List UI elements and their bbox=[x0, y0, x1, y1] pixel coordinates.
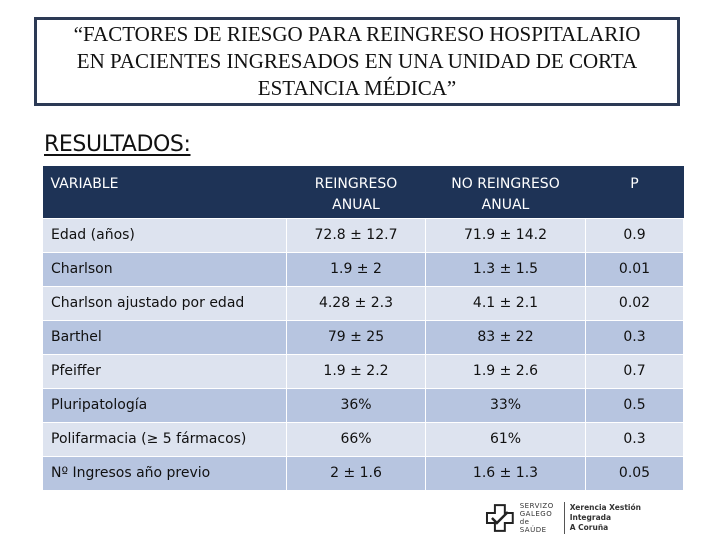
reingreso-value: 36% bbox=[286, 387, 426, 423]
table-row: Charlson ajustado por edad 4.28 ± 2.3 4.… bbox=[42, 285, 684, 321]
reingreso-value: 72.8 ± 12.7 bbox=[286, 217, 426, 253]
table-row: Nº Ingresos año previo 2 ± 1.6 1.6 ± 1.3… bbox=[42, 455, 684, 491]
header-variable: VARIABLE bbox=[42, 166, 287, 218]
results-table: VARIABLE REINGRESO ANUAL NO REINGRESO AN… bbox=[42, 166, 684, 491]
header-no-reingreso: NO REINGRESO ANUAL bbox=[425, 166, 586, 218]
p-value: 0.5 bbox=[585, 387, 684, 423]
no-reingreso-value: 71.9 ± 14.2 bbox=[425, 217, 586, 253]
section-heading: RESULTADOS: bbox=[44, 132, 191, 157]
no-reingreso-value: 33% bbox=[425, 387, 586, 423]
no-reingreso-value: 61% bbox=[425, 421, 586, 457]
table-row: Polifarmacia (≥ 5 fármacos) 66% 61% 0.3 bbox=[42, 421, 684, 457]
p-value: 0.02 bbox=[585, 285, 684, 321]
logo-main-text: SERVIZO GALEGO de SAÚDE bbox=[520, 502, 565, 534]
table-header-row: VARIABLE REINGRESO ANUAL NO REINGRESO AN… bbox=[42, 166, 684, 218]
row-label: Polifarmacia (≥ 5 fármacos) bbox=[42, 421, 287, 457]
row-label: Nº Ingresos año previo bbox=[42, 455, 287, 491]
header-p: P bbox=[585, 166, 684, 218]
row-label: Pfeiffer bbox=[42, 353, 287, 389]
table-row: Pluripatología 36% 33% 0.5 bbox=[42, 387, 684, 423]
header-reingreso: REINGRESO ANUAL bbox=[286, 166, 426, 218]
table-row: Charlson 1.9 ± 2 1.3 ± 1.5 0.01 bbox=[42, 251, 684, 287]
no-reingreso-value: 4.1 ± 2.1 bbox=[425, 285, 586, 321]
no-reingreso-value: 1.9 ± 2.6 bbox=[425, 353, 586, 389]
logo-sub-text: Xerencia Xestión Integrada A Coruña bbox=[569, 503, 641, 532]
no-reingreso-value: 83 ± 22 bbox=[425, 319, 586, 355]
table-row: Barthel 79 ± 25 83 ± 22 0.3 bbox=[42, 319, 684, 355]
p-value: 0.3 bbox=[585, 421, 684, 457]
p-value: 0.05 bbox=[585, 455, 684, 491]
reingreso-value: 2 ± 1.6 bbox=[286, 455, 426, 491]
table-row: Pfeiffer 1.9 ± 2.2 1.9 ± 2.6 0.7 bbox=[42, 353, 684, 389]
reingreso-value: 1.9 ± 2.2 bbox=[286, 353, 426, 389]
organization-logo: SERVIZO GALEGO de SAÚDE Xerencia Xestión… bbox=[484, 500, 684, 536]
no-reingreso-value: 1.6 ± 1.3 bbox=[425, 455, 586, 491]
reingreso-value: 4.28 ± 2.3 bbox=[286, 285, 426, 321]
row-label: Charlson bbox=[42, 251, 287, 287]
reingreso-value: 66% bbox=[286, 421, 426, 457]
title-box: “FACTORES DE RIESGO PARA REINGRESO HOSPI… bbox=[34, 17, 680, 106]
row-label: Barthel bbox=[42, 319, 287, 355]
row-label: Edad (años) bbox=[42, 217, 287, 253]
row-label: Charlson ajustado por edad bbox=[42, 285, 287, 321]
p-value: 0.9 bbox=[585, 217, 684, 253]
p-value: 0.3 bbox=[585, 319, 684, 355]
p-value: 0.01 bbox=[585, 251, 684, 287]
table-row: Edad (años) 72.8 ± 12.7 71.9 ± 14.2 0.9 bbox=[42, 217, 684, 253]
page-title: “FACTORES DE RIESGO PARA REINGRESO HOSPI… bbox=[73, 21, 641, 100]
no-reingreso-value: 1.3 ± 1.5 bbox=[425, 251, 586, 287]
servizo-galego-cross-icon bbox=[485, 504, 514, 532]
reingreso-value: 1.9 ± 2 bbox=[286, 251, 426, 287]
p-value: 0.7 bbox=[585, 353, 684, 389]
reingreso-value: 79 ± 25 bbox=[286, 319, 426, 355]
row-label: Pluripatología bbox=[42, 387, 287, 423]
